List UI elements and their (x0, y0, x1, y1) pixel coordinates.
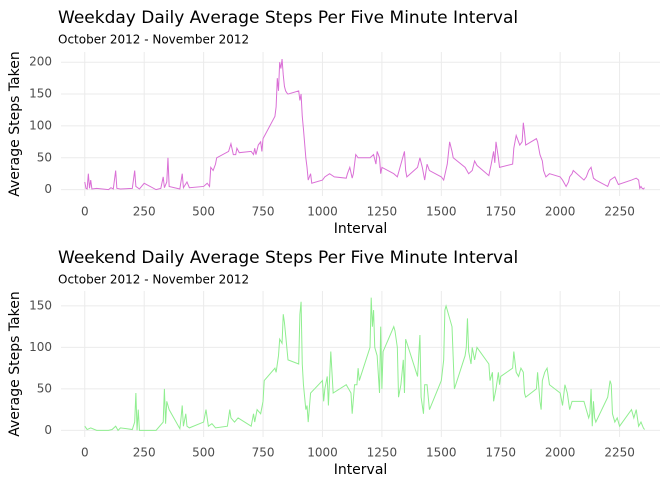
x-tick-label: 250 (133, 205, 156, 219)
x-tick-label: 2250 (604, 446, 635, 460)
chart-subtitle: October 2012 - November 2012 (58, 273, 249, 287)
x-tick-label: 1500 (426, 446, 457, 460)
y-tick-label: 0 (44, 423, 52, 437)
x-tick-label: 500 (192, 205, 215, 219)
y-tick-label: 50 (37, 381, 52, 395)
x-axis-title: Interval (334, 221, 388, 237)
x-tick-label: 1750 (485, 205, 516, 219)
x-tick-label: 1250 (367, 205, 398, 219)
data-line (84, 58, 645, 191)
y-tick-label: 50 (37, 150, 52, 164)
x-tick-label: 500 (192, 446, 215, 460)
y-tick-label: 100 (29, 118, 52, 132)
x-tick-label: 0 (81, 205, 89, 219)
data-line (84, 297, 645, 432)
x-tick-label: 1000 (307, 205, 338, 219)
x-tick-label: 1250 (367, 446, 398, 460)
x-axis-title: Interval (334, 462, 388, 478)
x-tick-label: 1000 (307, 446, 338, 460)
x-tick-label: 2000 (545, 446, 576, 460)
y-tick-label: 200 (29, 55, 52, 69)
chart-title: Weekday Daily Average Steps Per Five Min… (58, 8, 518, 28)
y-tick-label: 150 (29, 87, 52, 101)
y-axis-title: Average Steps Taken (7, 291, 23, 436)
x-tick-label: 750 (252, 205, 275, 219)
y-tick-label: 0 (44, 182, 52, 196)
x-tick-label: 750 (252, 446, 275, 460)
x-tick-label: 2250 (604, 205, 635, 219)
y-tick-label: 100 (29, 340, 52, 354)
x-tick-label: 1750 (485, 446, 516, 460)
x-tick-label: 0 (81, 446, 89, 460)
y-tick-label: 150 (29, 298, 52, 312)
chart-title: Weekend Daily Average Steps Per Five Min… (58, 248, 518, 268)
x-tick-label: 2000 (545, 205, 576, 219)
y-axis-title: Average Steps Taken (7, 51, 23, 196)
chart-subtitle: October 2012 - November 2012 (58, 33, 249, 47)
x-tick-label: 250 (133, 446, 156, 460)
x-tick-label: 1500 (426, 205, 457, 219)
